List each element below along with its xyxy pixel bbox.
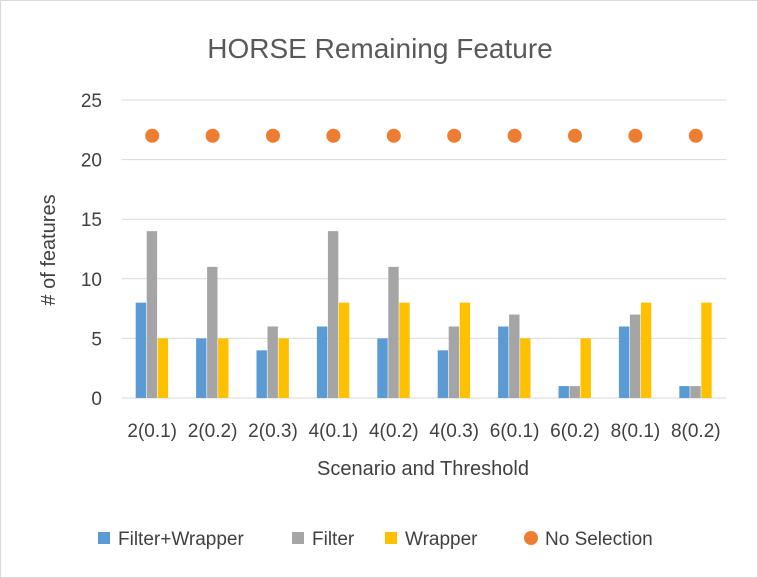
chart-title: HORSE Remaining Feature <box>207 33 552 64</box>
point <box>568 128 582 143</box>
x-tick-label: 4(0.3) <box>429 421 479 442</box>
point <box>266 128 280 143</box>
y-tick-label: 20 <box>81 151 102 172</box>
bar <box>157 338 169 398</box>
bar <box>388 266 399 398</box>
y-tick-labels: 0 5 10 15 20 25 <box>81 91 102 410</box>
bar <box>448 326 460 398</box>
point <box>507 128 522 143</box>
bar <box>580 338 591 398</box>
bar <box>278 338 289 398</box>
x-tick-label: 4(0.2) <box>369 421 419 442</box>
bar <box>640 302 652 398</box>
legend-label: No Selection <box>545 529 653 550</box>
bar <box>679 386 690 398</box>
bar <box>569 386 580 398</box>
x-tick-labels: 2(0.1) 2(0.2) 2(0.3) 4(0.1) 4(0.2) 4(0.3) 6(0.… <box>127 421 720 442</box>
bar <box>256 350 267 398</box>
bar <box>377 338 388 398</box>
legend-label: Filter+Wrapper <box>118 529 245 550</box>
legend-swatch <box>292 532 304 544</box>
point <box>447 128 462 143</box>
y-tick-label: 5 <box>91 329 102 350</box>
x-tick-label: 8(0.2) <box>671 421 721 442</box>
bar <box>618 326 630 398</box>
y-tick-label: 25 <box>81 91 102 112</box>
bar <box>701 302 712 398</box>
bar <box>437 350 449 398</box>
bar <box>338 302 350 398</box>
bar <box>135 302 147 398</box>
y-tick-label: 10 <box>81 270 102 291</box>
points <box>145 128 703 143</box>
bar <box>267 326 278 398</box>
legend-label: Wrapper <box>405 529 478 550</box>
legend-swatch <box>385 532 397 544</box>
x-tick-label: 4(0.1) <box>309 421 359 442</box>
bar <box>146 231 158 398</box>
bar <box>558 386 569 398</box>
y-axis-title: # of features <box>38 194 60 305</box>
legend-marker <box>524 531 538 545</box>
point <box>688 128 703 143</box>
point <box>145 128 160 143</box>
bar <box>327 231 339 398</box>
bar <box>196 338 207 398</box>
bar <box>509 314 520 398</box>
bar <box>690 386 701 398</box>
x-tick-label: 2(0.2) <box>188 421 238 442</box>
bar <box>218 338 229 398</box>
bar <box>520 338 531 398</box>
bar <box>629 314 641 398</box>
bar <box>459 302 471 398</box>
y-tick-label: 15 <box>81 210 102 231</box>
x-tick-label: 2(0.1) <box>127 421 177 442</box>
x-axis-title: Scenario and Threshold <box>317 458 529 480</box>
legend-swatch <box>98 532 110 544</box>
x-tick-label: 2(0.3) <box>248 421 298 442</box>
point <box>205 128 220 143</box>
x-tick-label: 8(0.1) <box>611 421 661 442</box>
y-tick-label: 0 <box>91 389 102 410</box>
legend-label: Filter <box>312 529 355 550</box>
x-tick-label: 6(0.1) <box>490 421 540 442</box>
bar <box>399 302 410 398</box>
point <box>628 128 643 143</box>
legend: Filter+Wrapper Filter Wrapper No Selection <box>98 529 653 550</box>
bar <box>207 266 218 398</box>
bars <box>135 231 712 398</box>
point <box>326 128 341 143</box>
bar <box>498 326 509 398</box>
bar <box>316 326 328 398</box>
point <box>386 128 401 143</box>
x-tick-label: 6(0.2) <box>550 421 600 442</box>
